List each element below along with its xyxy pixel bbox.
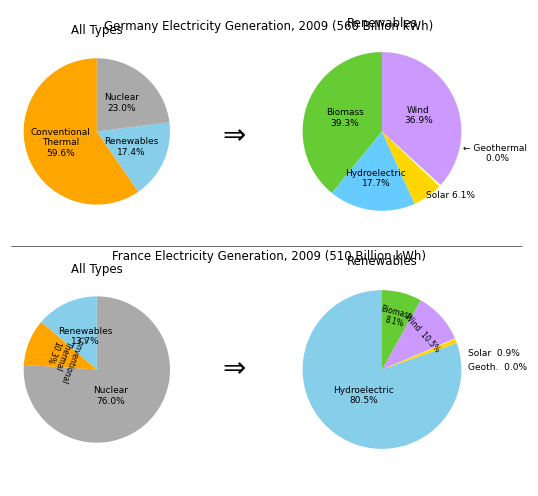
Text: Wind  10.5%: Wind 10.5%	[402, 312, 442, 354]
Text: Nuclear
23.0%: Nuclear 23.0%	[104, 93, 139, 113]
Title: Renewables: Renewables	[346, 255, 417, 268]
Wedge shape	[382, 290, 421, 370]
Text: Conventional
Thermal
10.3%: Conventional Thermal 10.3%	[40, 327, 86, 385]
Text: ⇒: ⇒	[222, 356, 246, 383]
Text: Wind
36.9%: Wind 36.9%	[404, 106, 433, 125]
Wedge shape	[302, 52, 382, 193]
Wedge shape	[382, 52, 462, 185]
Text: Renewables
17.4%: Renewables 17.4%	[104, 137, 159, 157]
Text: Hydroelectric
17.7%: Hydroelectric 17.7%	[345, 169, 406, 188]
Wedge shape	[41, 296, 97, 370]
Wedge shape	[24, 296, 170, 443]
Text: Solar 6.1%: Solar 6.1%	[426, 191, 475, 200]
Wedge shape	[24, 58, 138, 205]
Text: Biomass
39.3%: Biomass 39.3%	[325, 109, 364, 128]
Wedge shape	[382, 131, 441, 186]
Text: Renewables
13.7%: Renewables 13.7%	[58, 326, 112, 346]
Text: Solar  0.9%: Solar 0.9%	[468, 349, 520, 358]
Wedge shape	[24, 322, 97, 370]
Wedge shape	[382, 339, 457, 370]
Wedge shape	[97, 123, 170, 191]
Text: Conventional
Thermal
59.6%: Conventional Thermal 59.6%	[31, 128, 90, 158]
Text: ← Geothermal
        0.0%: ← Geothermal 0.0%	[463, 144, 527, 163]
Text: Hydroelectric
80.5%: Hydroelectric 80.5%	[333, 386, 394, 405]
Text: Nuclear
76.0%: Nuclear 76.0%	[94, 386, 129, 406]
Text: Germany Electricity Generation, 2009 (560 Billion kWh): Germany Electricity Generation, 2009 (56…	[104, 20, 434, 33]
Wedge shape	[302, 290, 462, 449]
Wedge shape	[332, 131, 415, 211]
Wedge shape	[382, 338, 455, 370]
Text: ⇒: ⇒	[222, 123, 246, 150]
Text: France Electricity Generation, 2009 (510 Billion kWh): France Electricity Generation, 2009 (510…	[112, 250, 426, 263]
Title: All Types: All Types	[71, 262, 123, 275]
Wedge shape	[382, 131, 440, 204]
Wedge shape	[97, 58, 169, 131]
Text: Biomass
8.1%: Biomass 8.1%	[378, 304, 414, 331]
Title: Renewables: Renewables	[346, 17, 417, 30]
Title: All Types: All Types	[71, 24, 123, 37]
Text: Geoth.  0.0%: Geoth. 0.0%	[468, 363, 527, 372]
Wedge shape	[382, 300, 455, 370]
